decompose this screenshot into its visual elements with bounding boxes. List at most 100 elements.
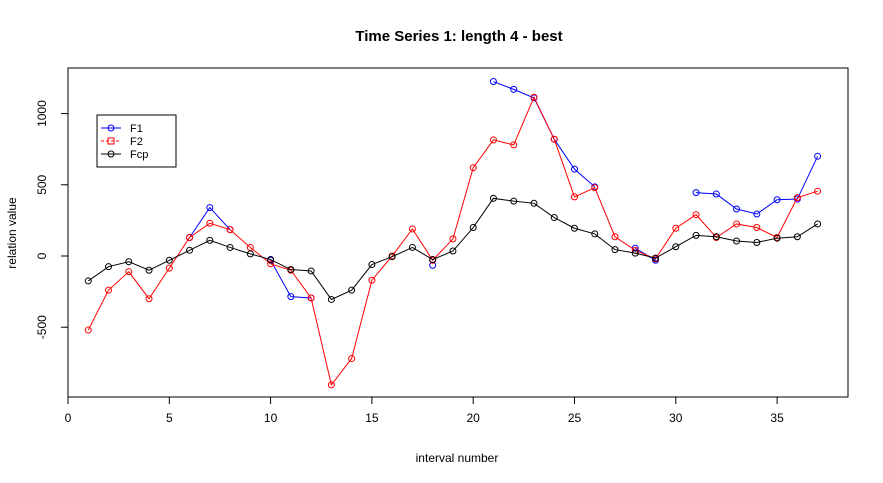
data-point [814, 152, 822, 160]
y-tick-label: -500 [35, 315, 49, 339]
data-point [206, 236, 214, 244]
data-point [631, 249, 639, 257]
x-axis-label: interval number [416, 451, 499, 465]
x-tick-label: 5 [166, 411, 173, 425]
data-point [611, 246, 619, 254]
data-point [105, 263, 113, 271]
data-point [814, 220, 822, 228]
data-point [145, 266, 153, 274]
data-point [570, 165, 578, 173]
data-point [591, 184, 599, 192]
data-point [570, 224, 578, 232]
data-point [105, 286, 113, 294]
data-point [226, 243, 234, 251]
legend-marker [107, 137, 115, 145]
data-point [449, 247, 457, 255]
series-line [493, 81, 596, 188]
data-point [733, 220, 741, 228]
data-point [125, 258, 133, 266]
data-point [510, 85, 518, 93]
data-point [287, 293, 295, 301]
y-tick-label: 500 [35, 174, 49, 194]
data-point [408, 225, 416, 233]
data-point [773, 234, 781, 242]
data-point [186, 233, 194, 241]
data-point [469, 224, 477, 232]
y-tick-label: 0 [35, 252, 49, 259]
legend-label: Fcp [130, 149, 148, 161]
data-point [753, 224, 761, 232]
plot-area [67, 67, 849, 398]
data-point [429, 256, 437, 264]
data-point [489, 136, 497, 144]
data-point [510, 197, 518, 205]
x-tick-label: 0 [65, 411, 72, 425]
series-line [270, 260, 312, 299]
legend-box [96, 114, 177, 168]
data-point [489, 194, 497, 202]
data-point [510, 141, 518, 149]
data-point [672, 243, 680, 251]
data-point [672, 224, 680, 232]
data-point [469, 164, 477, 172]
data-point [165, 256, 173, 264]
data-point [226, 226, 234, 234]
x-axis: 0 5 10 15 20 25 30 35 [65, 396, 784, 425]
data-point [793, 194, 801, 202]
series-line [87, 95, 818, 387]
data-point [307, 294, 315, 302]
series-line [189, 206, 231, 238]
data-point [753, 238, 761, 246]
data-point [84, 277, 92, 285]
data-point [125, 268, 133, 276]
data-point [692, 231, 700, 239]
series-layer [84, 78, 822, 389]
data-point [753, 210, 761, 218]
data-point [348, 355, 356, 363]
data-point [489, 78, 497, 86]
chart-title: Time Series 1: length 4 - best [355, 28, 562, 45]
y-tick-label: 1000 [35, 100, 49, 127]
data-point [267, 260, 275, 268]
data-point [570, 193, 578, 201]
data-point [368, 276, 376, 284]
data-point [712, 233, 720, 241]
data-point [692, 211, 700, 219]
data-point [591, 230, 599, 238]
legend-label: F2 [130, 136, 143, 148]
series-line [87, 197, 818, 301]
x-tick-label: 25 [568, 411, 582, 425]
data-point [652, 254, 660, 262]
data-point [408, 243, 416, 251]
series-f2 [84, 93, 822, 389]
data-point [287, 266, 295, 274]
data-point [186, 246, 194, 254]
data-point [348, 286, 356, 294]
data-point [327, 295, 335, 303]
data-point [206, 204, 214, 212]
x-tick-label: 20 [467, 411, 481, 425]
data-point [165, 264, 173, 272]
data-point [733, 237, 741, 245]
legend-marker [107, 124, 115, 132]
data-point [550, 214, 558, 222]
x-tick-label: 30 [669, 411, 683, 425]
x-tick-label: 10 [264, 411, 278, 425]
data-point [773, 196, 781, 204]
data-point [388, 253, 396, 261]
data-point [530, 199, 538, 207]
series-line [696, 156, 819, 215]
data-point [814, 187, 822, 195]
x-tick-label: 35 [770, 411, 784, 425]
data-point [145, 295, 153, 303]
data-point [206, 219, 214, 227]
data-point [267, 256, 275, 264]
data-point [327, 381, 335, 389]
data-point [733, 205, 741, 213]
legend-marker [107, 150, 115, 158]
data-point [712, 190, 720, 198]
data-point [368, 261, 376, 269]
data-point [307, 267, 315, 275]
